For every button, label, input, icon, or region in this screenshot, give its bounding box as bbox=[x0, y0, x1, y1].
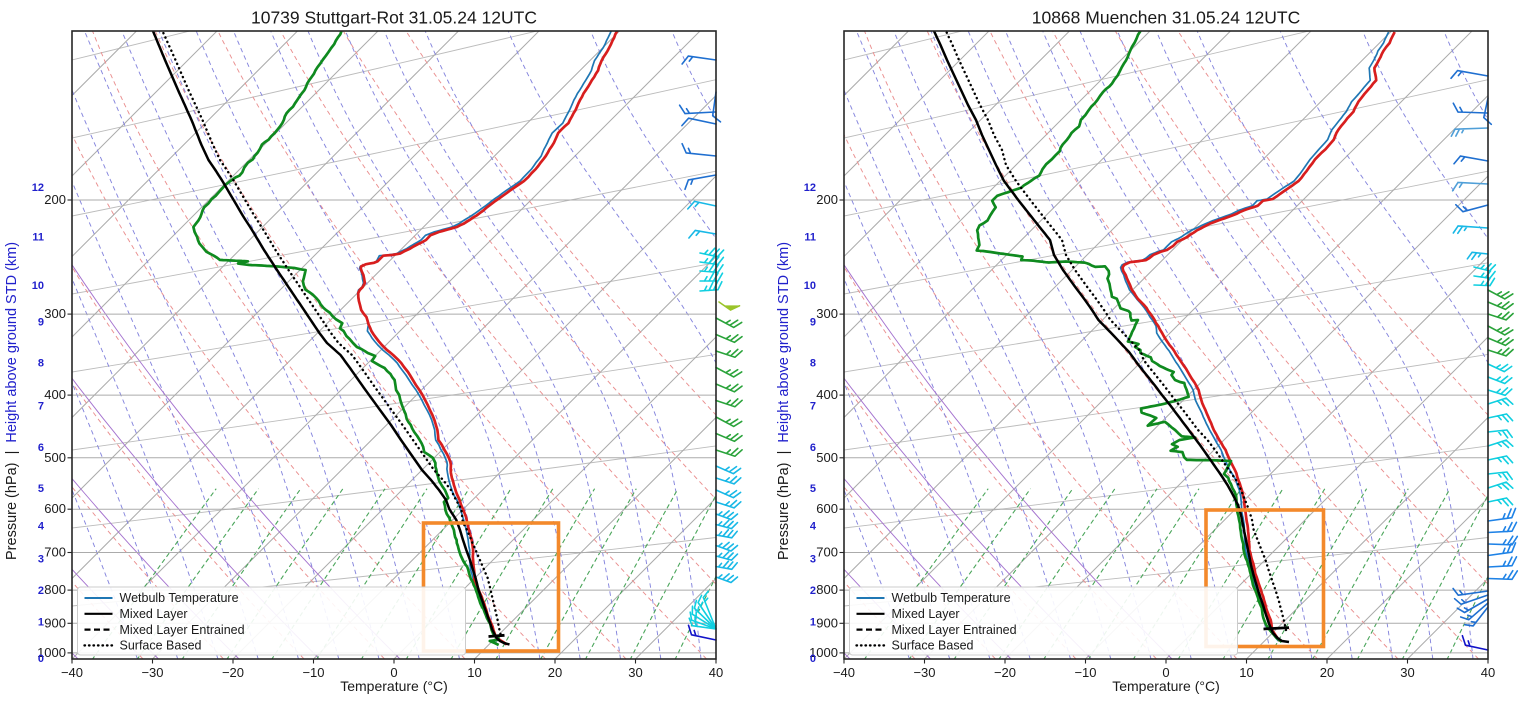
svg-text:3: 3 bbox=[810, 554, 816, 566]
svg-text:30: 30 bbox=[628, 665, 642, 680]
svg-text:700: 700 bbox=[44, 545, 66, 560]
svg-text:Wetbulb Temperature: Wetbulb Temperature bbox=[120, 591, 239, 605]
svg-text:300: 300 bbox=[44, 306, 66, 321]
svg-text:11: 11 bbox=[804, 232, 816, 244]
svg-text:2: 2 bbox=[38, 585, 44, 597]
svg-text:1: 1 bbox=[38, 617, 44, 629]
svg-text:9: 9 bbox=[810, 316, 816, 328]
svg-text:0: 0 bbox=[810, 653, 816, 665]
svg-text:10868 Muenchen 31.05.24 12UTC: 10868 Muenchen 31.05.24 12UTC bbox=[1032, 8, 1301, 28]
svg-text:5: 5 bbox=[38, 483, 44, 495]
svg-text:400: 400 bbox=[816, 387, 838, 402]
svg-text:−20: −20 bbox=[994, 665, 1016, 680]
svg-text:−10: −10 bbox=[302, 665, 324, 680]
svg-text:10: 10 bbox=[467, 665, 481, 680]
svg-text:1: 1 bbox=[810, 617, 816, 629]
svg-text:700: 700 bbox=[816, 545, 838, 560]
svg-text:40: 40 bbox=[709, 665, 723, 680]
svg-text:−30: −30 bbox=[913, 665, 935, 680]
svg-text:10: 10 bbox=[804, 280, 816, 292]
svg-text:1000: 1000 bbox=[809, 645, 838, 660]
svg-text:−30: −30 bbox=[141, 665, 163, 680]
svg-text:Temperature (°C): Temperature (°C) bbox=[1112, 678, 1220, 694]
svg-text:400: 400 bbox=[44, 387, 66, 402]
svg-text:9: 9 bbox=[38, 316, 44, 328]
svg-text:−40: −40 bbox=[61, 665, 83, 680]
svg-text:4: 4 bbox=[38, 521, 45, 533]
svg-text:40: 40 bbox=[1481, 665, 1495, 680]
svg-text:3: 3 bbox=[38, 554, 44, 566]
svg-text:800: 800 bbox=[44, 582, 66, 597]
svg-text:Surface Based: Surface Based bbox=[892, 639, 974, 653]
svg-text:2: 2 bbox=[810, 585, 816, 597]
svg-text:Temperature (°C): Temperature (°C) bbox=[340, 678, 448, 694]
svg-text:−20: −20 bbox=[222, 665, 244, 680]
svg-text:Mixed Layer: Mixed Layer bbox=[892, 607, 960, 621]
svg-text:10739 Stuttgart-Rot 31.05.24 1: 10739 Stuttgart-Rot 31.05.24 12UTC bbox=[251, 8, 537, 28]
svg-text:7: 7 bbox=[38, 401, 44, 413]
svg-text:−10: −10 bbox=[1074, 665, 1096, 680]
svg-text:6: 6 bbox=[810, 442, 816, 454]
svg-text:300: 300 bbox=[816, 306, 838, 321]
svg-text:12: 12 bbox=[32, 182, 44, 194]
svg-text:900: 900 bbox=[44, 615, 66, 630]
svg-text:11: 11 bbox=[32, 232, 44, 244]
svg-text:12: 12 bbox=[804, 182, 816, 194]
svg-text:8: 8 bbox=[38, 357, 44, 369]
svg-text:Pressure (hPa) | Height abov: Pressure (hPa) | Height above ground STD… bbox=[776, 242, 792, 560]
svg-text:−40: −40 bbox=[833, 665, 855, 680]
svg-text:4: 4 bbox=[810, 521, 817, 533]
svg-text:Surface Based: Surface Based bbox=[120, 639, 202, 653]
svg-text:600: 600 bbox=[816, 501, 838, 516]
svg-text:200: 200 bbox=[816, 192, 838, 207]
svg-text:Mixed Layer: Mixed Layer bbox=[120, 607, 188, 621]
svg-text:900: 900 bbox=[816, 615, 838, 630]
svg-text:7: 7 bbox=[810, 401, 816, 413]
svg-text:Pressure (hPa) | Height abov: Pressure (hPa) | Height above ground STD… bbox=[4, 242, 20, 560]
svg-text:Mixed Layer Entrained: Mixed Layer Entrained bbox=[120, 623, 245, 637]
svg-text:200: 200 bbox=[44, 192, 66, 207]
svg-text:20: 20 bbox=[548, 665, 562, 680]
svg-text:Mixed Layer Entrained: Mixed Layer Entrained bbox=[892, 623, 1017, 637]
svg-text:1000: 1000 bbox=[37, 645, 66, 660]
svg-text:500: 500 bbox=[44, 450, 66, 465]
svg-text:800: 800 bbox=[816, 582, 838, 597]
svg-text:6: 6 bbox=[38, 442, 44, 454]
svg-text:0: 0 bbox=[1162, 665, 1169, 680]
svg-text:0: 0 bbox=[38, 653, 44, 665]
svg-text:10: 10 bbox=[1239, 665, 1253, 680]
svg-text:0: 0 bbox=[390, 665, 397, 680]
svg-text:8: 8 bbox=[810, 357, 816, 369]
svg-text:30: 30 bbox=[1400, 665, 1414, 680]
svg-text:500: 500 bbox=[816, 450, 838, 465]
svg-text:5: 5 bbox=[810, 483, 816, 495]
svg-text:Wetbulb Temperature: Wetbulb Temperature bbox=[892, 591, 1011, 605]
svg-text:10: 10 bbox=[32, 280, 44, 292]
svg-text:20: 20 bbox=[1320, 665, 1334, 680]
svg-text:600: 600 bbox=[44, 501, 66, 516]
